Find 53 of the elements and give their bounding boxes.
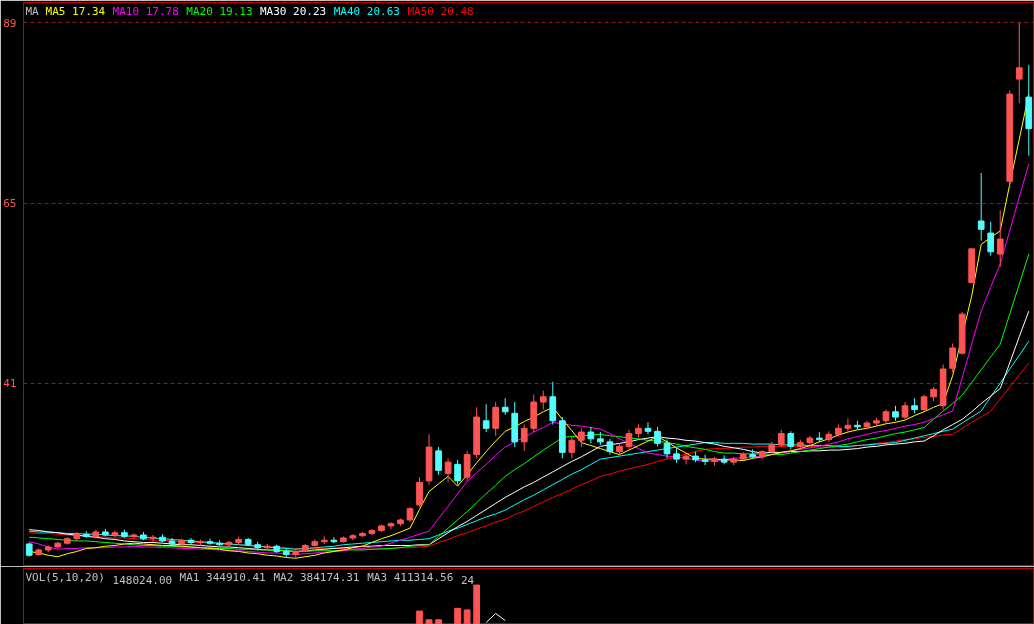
candlestick — [206, 538, 214, 546]
candlestick — [187, 537, 195, 545]
candlestick — [682, 451, 690, 465]
text: MA10 17.78 — [112, 4, 179, 18]
candlestick — [225, 540, 233, 548]
chart-title: VOL(5,10,20) — [25, 570, 105, 584]
candlestick — [663, 439, 671, 459]
candlestick — [977, 172, 985, 242]
candlestick — [578, 427, 585, 448]
bar — [416, 610, 423, 624]
line-series — [28, 163, 1030, 555]
candlestick — [568, 436, 576, 459]
candlestick — [520, 424, 528, 452]
text: MA5 17.34 — [45, 4, 106, 18]
candlestick — [949, 342, 956, 373]
text: MA1 344910.41 — [179, 570, 266, 584]
bar — [425, 619, 433, 624]
candlestick — [454, 459, 461, 486]
annotation: 24 — [461, 573, 475, 587]
annotation: 148024.00 — [112, 573, 173, 587]
text: MA30 20.23 — [260, 4, 327, 18]
candlestick — [1015, 22, 1023, 104]
bar — [454, 607, 461, 624]
candlestick — [492, 401, 500, 437]
candlestick — [844, 418, 852, 432]
candlestick — [825, 430, 833, 443]
candlestick — [644, 421, 652, 435]
candlestick — [587, 426, 595, 444]
bar — [473, 584, 480, 624]
text: MA50 20.48 — [407, 4, 474, 18]
bar — [463, 609, 471, 624]
text: MA2 384174.31 — [273, 570, 360, 584]
candlestick — [787, 430, 795, 450]
y-tick-label: 41 — [3, 377, 17, 391]
candlestick — [701, 454, 709, 466]
text: MA40 20.63 — [333, 4, 400, 18]
candlestick — [416, 476, 423, 508]
candlestick — [987, 221, 995, 257]
candlestick — [435, 446, 442, 476]
candlestick — [482, 403, 490, 433]
y-tick-label: 89 — [3, 16, 17, 30]
candlestick — [130, 532, 138, 540]
candlestick — [654, 426, 661, 447]
text: MA3 411314.56 — [367, 570, 454, 584]
annotation: MA — [25, 4, 40, 18]
bar — [435, 619, 442, 624]
y-tick-label: 65 — [3, 197, 17, 211]
candlestick — [444, 457, 452, 483]
candlestick — [463, 450, 471, 482]
candlestick — [996, 210, 1004, 268]
candlestick — [539, 390, 547, 411]
text: MA20 19.13 — [186, 4, 253, 18]
candlestick — [625, 429, 633, 450]
